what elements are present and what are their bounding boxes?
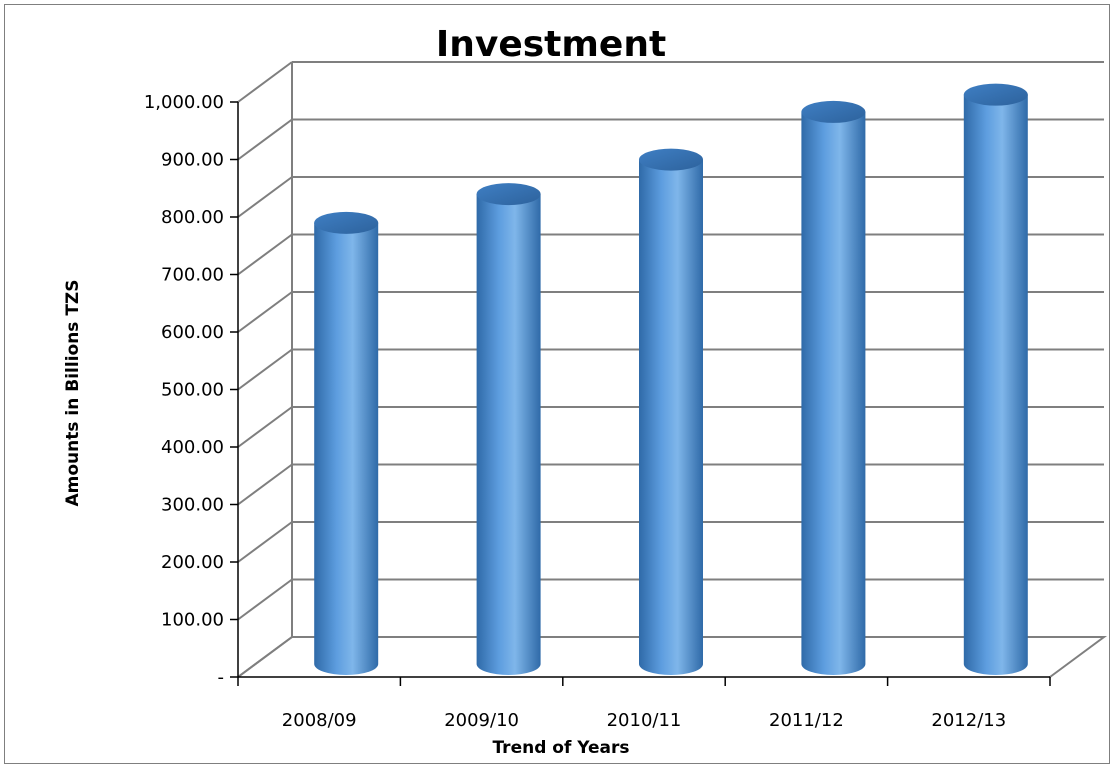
bar-body bbox=[476, 194, 541, 675]
labels-layer: - 100.00 200.00 300.00 400.00 500.00 600.00 700… bbox=[144, 92, 1006, 731]
x-tick-label: 2008/09 bbox=[282, 710, 357, 731]
bar-cap bbox=[639, 148, 703, 171]
gridline-side bbox=[237, 291, 293, 333]
gridline-side bbox=[237, 61, 293, 103]
y-tick-label: 700.00 bbox=[161, 265, 224, 286]
bar-body bbox=[963, 94, 1028, 675]
y-tick-label: 500.00 bbox=[161, 380, 224, 401]
gridline-side bbox=[237, 406, 293, 448]
bar bbox=[801, 100, 866, 676]
bar-cap bbox=[801, 100, 866, 123]
y-axis-label: Amounts in Billions TZS bbox=[63, 279, 83, 506]
y-tick-label: 100.00 bbox=[161, 610, 224, 631]
bar-cap bbox=[963, 83, 1028, 106]
axis-layer bbox=[230, 101, 1051, 686]
y-tick-label: 1,000.00 bbox=[144, 92, 224, 113]
chart-title: Investment bbox=[436, 24, 666, 65]
gridline-side bbox=[237, 118, 293, 161]
bar bbox=[639, 148, 703, 675]
y-tick-label: 300.00 bbox=[161, 495, 224, 516]
x-axis-label: Trend of Years bbox=[492, 738, 629, 758]
x-tick-label: 2011/12 bbox=[769, 710, 844, 731]
bar-body bbox=[801, 111, 866, 676]
bar bbox=[963, 83, 1028, 675]
bar bbox=[314, 211, 379, 676]
x-tick-label: 2009/10 bbox=[444, 710, 519, 731]
bar-body bbox=[314, 222, 379, 676]
y-tick-label: 800.00 bbox=[161, 207, 224, 228]
x-tick-label: 2012/13 bbox=[931, 710, 1006, 731]
y-tick-label: 400.00 bbox=[161, 437, 224, 458]
gridline-side bbox=[237, 176, 293, 218]
y-tick-label: 200.00 bbox=[161, 552, 224, 573]
y-tick-label: - bbox=[218, 667, 225, 688]
bar-cap bbox=[476, 183, 541, 206]
bars-layer bbox=[314, 83, 1028, 676]
gridline-side bbox=[237, 348, 293, 391]
bar bbox=[476, 183, 541, 675]
bar-cap bbox=[314, 211, 379, 234]
y-tick-label: 900.00 bbox=[161, 150, 224, 171]
gridline-side bbox=[237, 578, 293, 621]
gridline-side bbox=[237, 463, 293, 506]
gridline-side bbox=[237, 233, 293, 276]
y-tick-label: 600.00 bbox=[161, 322, 224, 343]
bar-body bbox=[639, 159, 703, 675]
gridline-side bbox=[237, 521, 293, 563]
x-tick-label: 2010/11 bbox=[607, 710, 682, 731]
